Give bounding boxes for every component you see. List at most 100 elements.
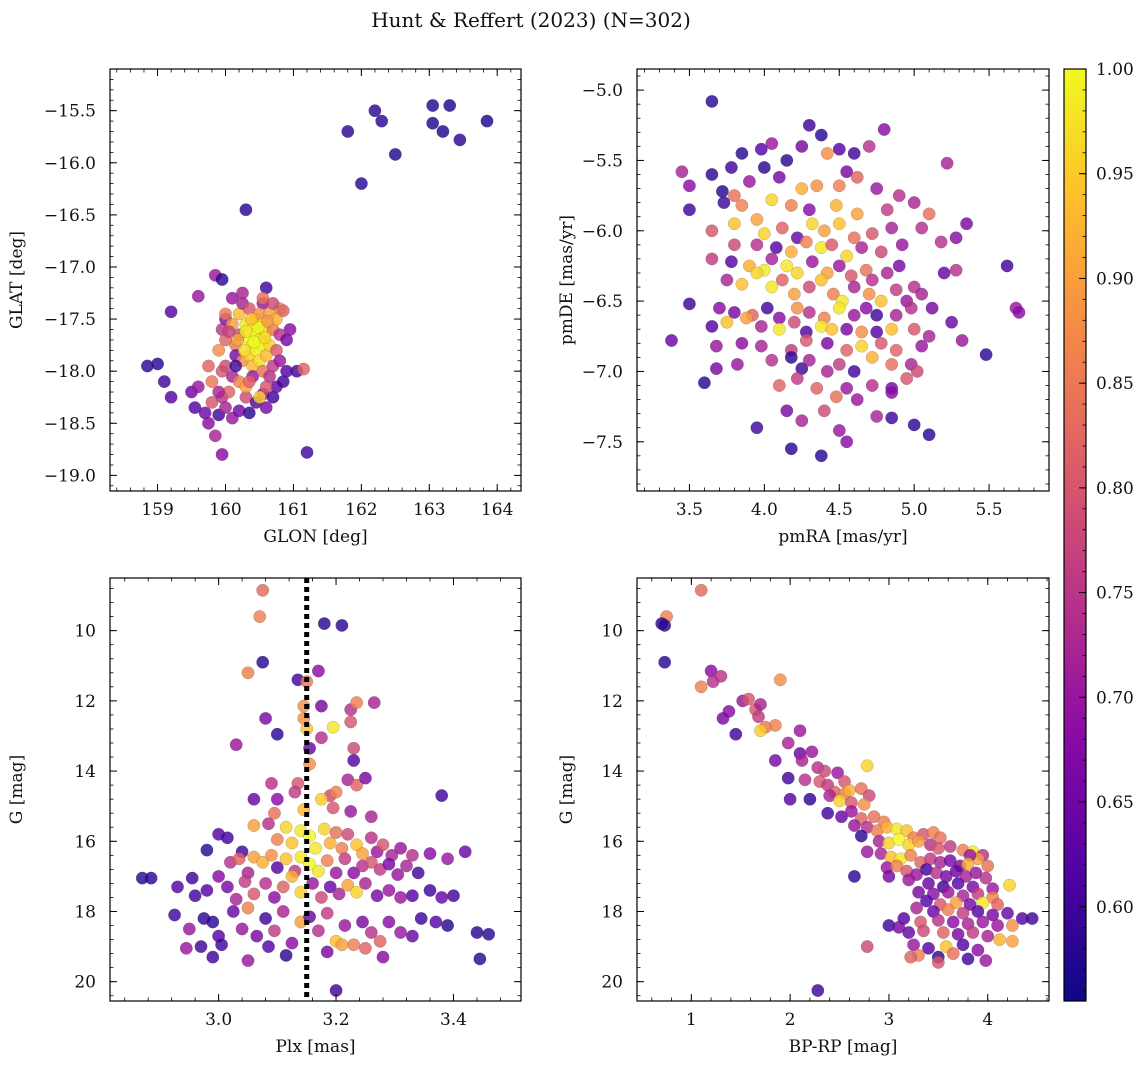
scatter-point <box>931 955 945 969</box>
scatter-point <box>775 273 789 287</box>
scatter-point <box>874 245 888 259</box>
scatter-point <box>1012 305 1026 319</box>
scatter-point <box>285 836 299 850</box>
y-tick-label: −16.0 <box>44 154 96 174</box>
scatter-point <box>317 822 331 836</box>
scatter-point <box>720 273 734 287</box>
scatter-point <box>212 385 226 399</box>
x-axis-label: pmRA [mas/yr] <box>778 527 907 547</box>
scatter-point <box>391 868 405 882</box>
scatter-point <box>847 869 861 883</box>
scatter-point <box>188 889 202 903</box>
scatter-point <box>946 947 960 961</box>
scatter-point <box>267 806 281 820</box>
scatter-point <box>341 125 355 138</box>
scatter-point <box>697 376 711 390</box>
scatter-point <box>235 922 249 936</box>
scatter-point <box>825 238 839 252</box>
scatter-point <box>867 810 881 824</box>
scatter-point <box>259 876 273 890</box>
scatter-point <box>1025 912 1039 925</box>
scatter-point <box>215 273 229 286</box>
scatter-point <box>750 238 764 252</box>
scatter-point <box>870 409 884 423</box>
scatter-point <box>241 954 255 968</box>
scatter-point <box>285 869 299 883</box>
scatter-point <box>840 165 854 179</box>
scatter-point <box>802 353 816 367</box>
x-axis-label: BP-RP [mag] <box>789 1037 898 1057</box>
scatter-point <box>860 845 874 859</box>
scatter-point <box>185 871 199 885</box>
scatter-point <box>735 277 749 291</box>
y-tick-label: −19.0 <box>44 466 96 486</box>
scatter-point <box>341 827 355 841</box>
scatter-point <box>802 280 816 294</box>
scatter-point <box>270 833 284 846</box>
colorbar-tick-label: 0.95 <box>1096 165 1134 185</box>
scatter-point <box>429 915 443 929</box>
scatter-point <box>405 848 419 862</box>
scatter-point <box>441 852 455 866</box>
scatter-point <box>329 785 343 799</box>
scatter-point <box>441 919 455 932</box>
scatter-point <box>915 287 929 301</box>
scatter-point <box>847 364 861 378</box>
scatter-point <box>222 325 236 339</box>
scatter-point <box>735 336 749 350</box>
y-tick-label: 18 <box>74 902 96 922</box>
scatter-point <box>205 375 219 389</box>
scatter-point <box>783 792 797 806</box>
y-tick-label: −7.0 <box>582 362 623 382</box>
scatter-point <box>238 875 252 889</box>
scatter-point <box>253 610 267 624</box>
scatter-point <box>870 182 884 196</box>
scatter-point <box>889 283 903 297</box>
scatter-point <box>865 273 879 287</box>
scatter-point <box>832 259 846 273</box>
y-tick-label: 12 <box>601 692 623 712</box>
scatter-point <box>787 287 801 301</box>
scatter-point <box>922 428 936 442</box>
scatter-point <box>810 179 824 193</box>
scatter-point <box>772 311 786 325</box>
scatter-point <box>991 898 1005 911</box>
scatter-point <box>276 905 290 918</box>
colorbar-tick-label: 0.90 <box>1096 269 1134 289</box>
scatter-point <box>795 182 809 196</box>
scatter-point <box>259 912 273 925</box>
scatter-point <box>247 887 261 901</box>
scatter-point <box>910 901 924 915</box>
scatter-point <box>902 873 916 887</box>
scatter-point <box>225 291 239 305</box>
scatter-point <box>256 583 270 597</box>
scatter-point <box>144 871 158 885</box>
scatter-point <box>253 390 266 404</box>
scatter-point <box>244 312 258 326</box>
scatter-point <box>803 792 817 806</box>
scatter-point <box>750 421 764 435</box>
scatter-point <box>350 778 364 792</box>
axes-frame <box>636 68 1050 492</box>
scatter-point <box>941 903 955 917</box>
scatter-point <box>885 322 899 336</box>
scatter-point <box>757 227 771 241</box>
scatter-point <box>799 235 813 249</box>
y-axis-label: pmDE [mas/yr] <box>557 215 577 345</box>
y-tick-label: −6.0 <box>582 222 623 242</box>
scatter-point <box>276 880 290 894</box>
x-tick-label: 162 <box>345 500 377 520</box>
colorbar-gradient <box>1064 69 1086 1001</box>
scatter-point <box>376 838 390 852</box>
scatter-point <box>855 325 869 339</box>
x-tick-label: 5.0 <box>901 500 928 520</box>
scatter-point <box>382 883 396 897</box>
scatter-point <box>862 139 876 153</box>
scatter-point <box>256 855 270 869</box>
scatter-point <box>907 322 921 336</box>
scatter-point <box>799 334 813 347</box>
scatter-point <box>772 322 786 336</box>
scatter-point <box>320 854 334 868</box>
